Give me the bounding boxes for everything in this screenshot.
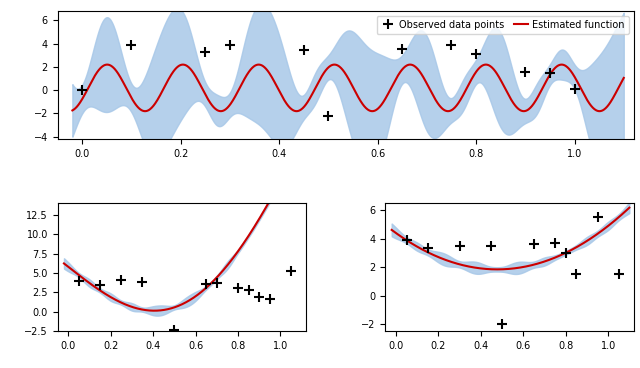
Legend: Observed data points, Estimated function: Observed data points, Estimated function: [376, 16, 628, 34]
